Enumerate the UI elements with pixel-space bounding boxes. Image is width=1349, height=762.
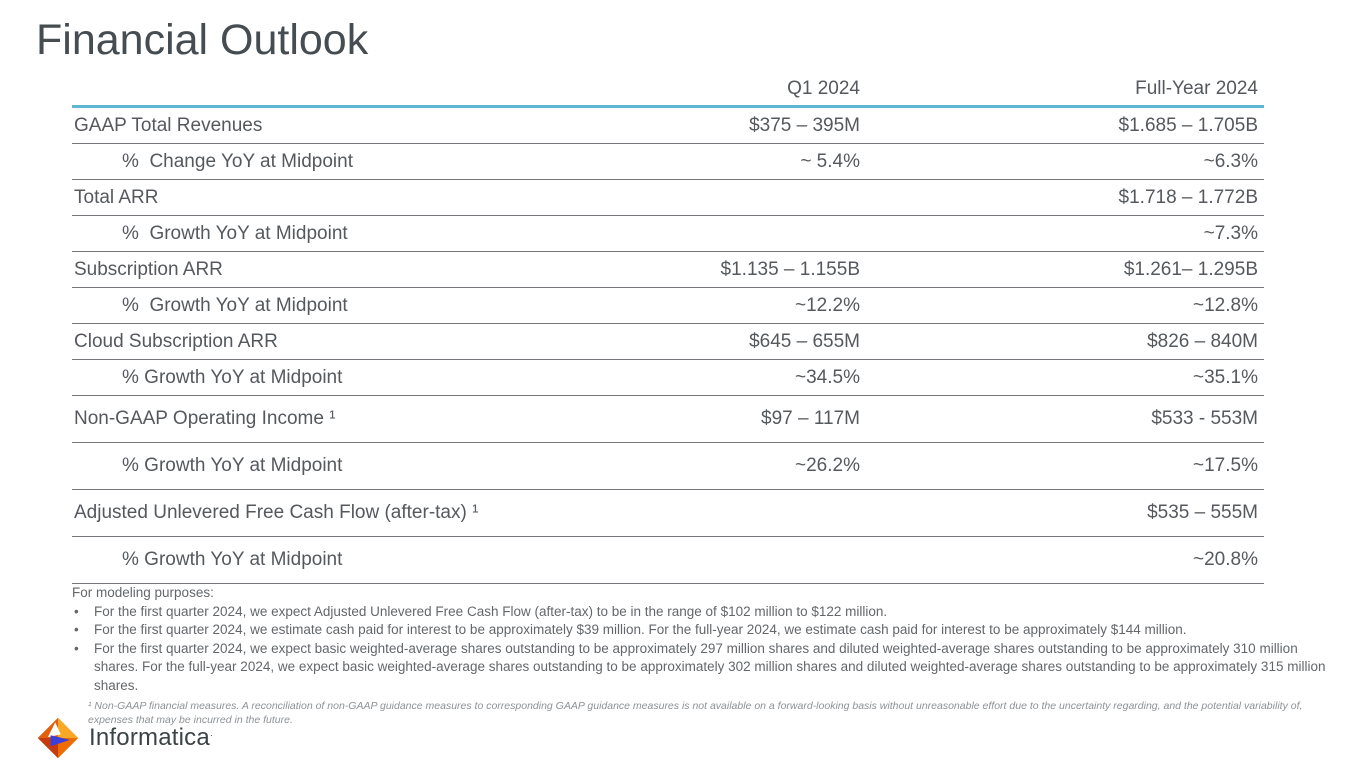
- footnotes-section: For modeling purposes: • For the first qu…: [72, 584, 1340, 695]
- table-row: % Growth YoY at Midpoint ~7.3%: [72, 216, 1264, 252]
- footnote-bullet: • For the first quarter 2024, we estimate…: [72, 621, 1340, 640]
- row-label: % Growth YoY at Midpoint: [122, 366, 343, 388]
- row-label: % Growth YoY at Midpoint: [122, 549, 343, 570]
- fy-value: $535 – 555M: [1147, 502, 1258, 523]
- table-row: Total ARR $1.718 – 1.772B: [72, 180, 1264, 216]
- bullet-icon: •: [74, 622, 79, 637]
- fy-value: ~12.8%: [1193, 294, 1258, 316]
- fy-value: $1.261– 1.295B: [1123, 258, 1258, 280]
- footnote-bullet-text: For the first quarter 2024, we expect Ad…: [94, 603, 888, 619]
- table-row: Subscription ARR $1.135 – 1.155B $1.261– 1…: [72, 252, 1264, 288]
- row-label: % Growth YoY at Midpoint: [122, 455, 343, 476]
- outlook-table: Q1 2024 Full-Year 2024 GAAP Total Revenu…: [72, 70, 1264, 584]
- fy-value: ~6.3%: [1203, 150, 1258, 172]
- table-row: % Growth YoY at Midpoint ~26.2% ~17.5%: [72, 443, 1264, 490]
- q1-value: $1.135 – 1.155B: [720, 258, 860, 280]
- header-q1-2024: Q1 2024: [787, 78, 860, 99]
- table-row: Non-GAAP Operating Income ¹ $97 – 117M $53…: [72, 396, 1264, 443]
- row-label: Adjusted Unlevered Free Cash Flow (after…: [74, 502, 479, 523]
- table-row: GAAP Total Revenues $375 – 395M $1.685 – 1…: [72, 108, 1264, 144]
- table-header-row: Q1 2024 Full-Year 2024: [72, 70, 1264, 108]
- footnotes-heading: For modeling purposes:: [72, 585, 214, 600]
- table-row: % Growth YoY at Midpoint ~20.8%: [72, 537, 1264, 584]
- footnote-bullet-text: For the first quarter 2024, we expect ba…: [94, 640, 1326, 693]
- bullet-icon: •: [74, 603, 79, 619]
- row-label: Cloud Subscription ARR: [74, 330, 278, 352]
- q1-value: $97 – 117M: [761, 408, 860, 429]
- table-row: Cloud Subscription ARR $645 – 655M $826 – …: [72, 324, 1264, 360]
- row-label: % Growth YoY at Midpoint: [122, 294, 348, 316]
- q1-value: $645 – 655M: [749, 330, 860, 352]
- informatica-logo-text: Informatica·: [89, 724, 214, 751]
- trademark-mark: ·: [209, 730, 214, 740]
- row-label: Non-GAAP Operating Income ¹: [74, 408, 336, 429]
- fy-value: ~35.1%: [1193, 366, 1258, 388]
- informatica-logo: Informatica·: [36, 716, 213, 760]
- row-label: GAAP Total Revenues: [74, 114, 263, 136]
- informatica-logo-icon: [37, 717, 79, 759]
- fy-value: ~17.5%: [1193, 455, 1258, 476]
- non-gaap-disclaimer: ¹ Non-GAAP financial measures. A reconci…: [88, 700, 1303, 726]
- q1-value: ~12.2%: [795, 294, 860, 316]
- q1-value: ~34.5%: [795, 366, 860, 388]
- page-title: Financial Outlook: [36, 16, 369, 64]
- q1-value: $375 – 395M: [749, 114, 860, 136]
- row-label: Subscription ARR: [74, 258, 223, 280]
- row-label: % Change YoY at Midpoint: [122, 150, 353, 172]
- fy-value: ~7.3%: [1203, 222, 1258, 244]
- table-row: % Growth YoY at Midpoint ~34.5% ~35.1%: [72, 360, 1264, 396]
- row-label: Total ARR: [74, 186, 159, 208]
- table-row: % Change YoY at Midpoint ~ 5.4% ~6.3%: [72, 144, 1264, 180]
- header-full-year-2024: Full-Year 2024: [1135, 78, 1258, 99]
- fy-value: $826 – 840M: [1147, 330, 1258, 352]
- table-row: Adjusted Unlevered Free Cash Flow (after…: [72, 490, 1264, 537]
- q1-value: ~ 5.4%: [800, 150, 860, 172]
- table-row: % Growth YoY at Midpoint ~12.2% ~12.8%: [72, 288, 1264, 324]
- fy-value: ~20.8%: [1193, 549, 1258, 570]
- fy-value: $533 - 553M: [1151, 408, 1258, 429]
- bullet-icon: •: [74, 640, 79, 656]
- footnotes-bullet-list: • For the first quarter 2024, we expect A…: [72, 603, 1340, 696]
- q1-value: ~26.2%: [795, 455, 860, 476]
- row-label: % Growth YoY at Midpoint: [122, 222, 348, 244]
- fy-value: $1.685 – 1.705B: [1118, 114, 1258, 136]
- footnote-bullet: • For the first quarter 2024, we expect b…: [72, 640, 1340, 696]
- footnote-bullet-text: For the first quarter 2024, we estimate …: [94, 622, 1187, 637]
- footnote-bullet: • For the first quarter 2024, we expect A…: [72, 603, 1340, 622]
- fy-value: $1.718 – 1.772B: [1118, 186, 1258, 208]
- outlook-table-body: GAAP Total Revenues $375 – 395M $1.685 – 1…: [72, 108, 1264, 584]
